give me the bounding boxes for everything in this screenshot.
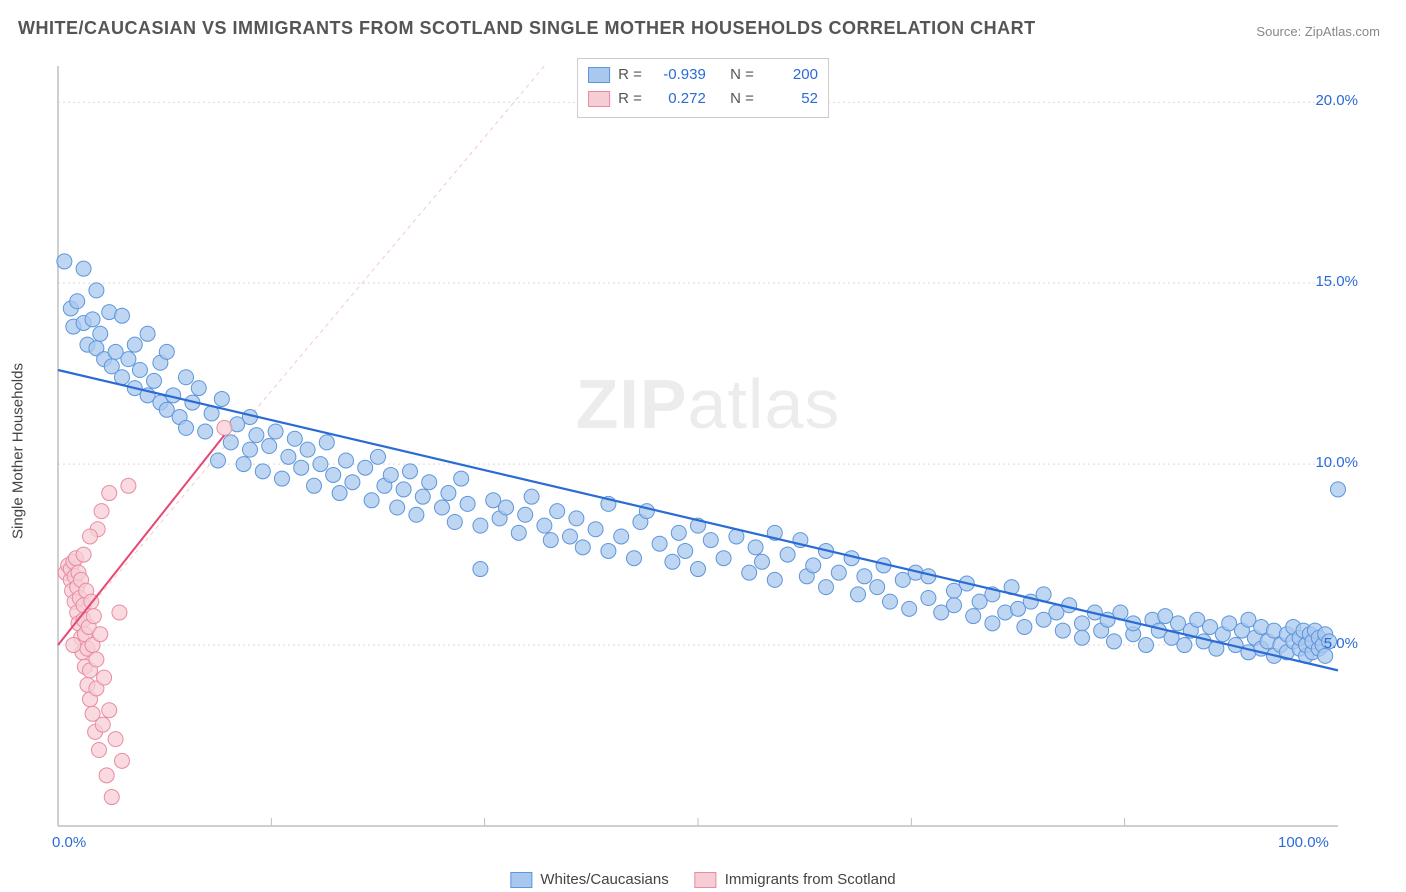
y-tick-label: 5.0% [1324, 635, 1358, 652]
legend-n-label: N = [730, 63, 754, 87]
chart-container: Single Mother Households ZIPatlas 0.0%10… [48, 56, 1368, 846]
legend-row: R = -0.939 N = 200 [588, 63, 818, 87]
x-tick-label: 0.0% [52, 834, 86, 851]
legend-swatch [588, 67, 610, 83]
legend-label: Whites/Caucasians [540, 871, 668, 888]
x-tick-label: 100.0% [1278, 834, 1329, 851]
source-link[interactable]: ZipAtlas.com [1305, 24, 1380, 39]
legend-swatch [695, 872, 717, 888]
correlation-legend: R = -0.939 N = 200 R = 0.272 N = 52 [577, 58, 829, 118]
y-tick-label: 15.0% [1315, 273, 1358, 290]
legend-n-value: 52 [764, 87, 818, 111]
legend-label: Immigrants from Scotland [725, 871, 896, 888]
legend-swatch [510, 872, 532, 888]
source-attribution: Source: ZipAtlas.com [1256, 24, 1380, 39]
y-tick-label: 10.0% [1315, 454, 1358, 471]
legend-item: Immigrants from Scotland [695, 871, 896, 888]
legend-n-label: N = [730, 87, 754, 111]
legend-item: Whites/Caucasians [510, 871, 668, 888]
legend-r-label: R = [618, 63, 642, 87]
y-tick-label: 20.0% [1315, 92, 1358, 109]
legend-n-value: 200 [764, 63, 818, 87]
scatter-chart [48, 56, 1368, 846]
legend-r-label: R = [618, 87, 642, 111]
legend-r-value: -0.939 [652, 63, 706, 87]
source-label: Source: [1256, 24, 1301, 39]
chart-title: WHITE/CAUCASIAN VS IMMIGRANTS FROM SCOTL… [18, 18, 1036, 39]
legend-swatch [588, 91, 610, 107]
legend-row: R = 0.272 N = 52 [588, 87, 818, 111]
series-legend: Whites/Caucasians Immigrants from Scotlan… [510, 871, 895, 888]
y-axis-label: Single Mother Households [10, 363, 27, 539]
legend-r-value: 0.272 [652, 87, 706, 111]
